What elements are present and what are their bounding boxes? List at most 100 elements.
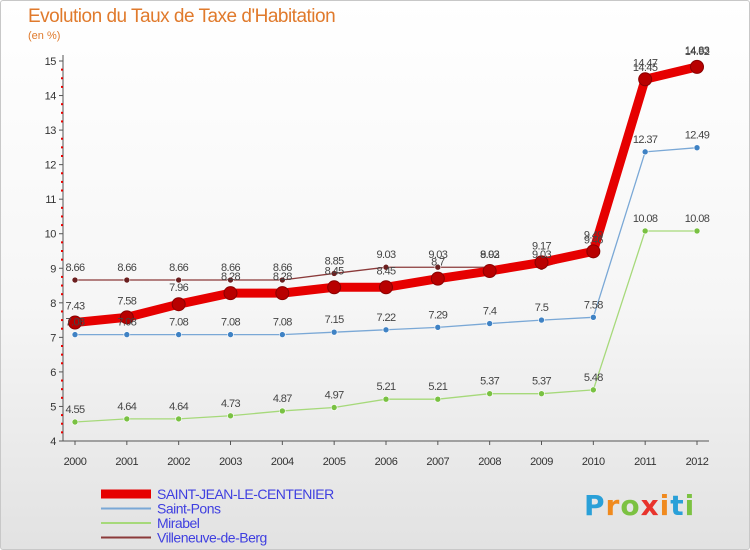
data-point-0 (430, 271, 445, 286)
data-label: 8.66 (169, 262, 188, 274)
x-tick-label: 2003 (219, 456, 242, 468)
data-point-0 (690, 59, 704, 74)
data-label: 8.92 (480, 249, 499, 261)
data-point-1 (279, 331, 286, 338)
y-minor-tick (61, 362, 63, 365)
data-point-3 (123, 276, 131, 284)
x-tick-label: 2006 (375, 456, 398, 468)
x-tick-label: 2008 (478, 456, 501, 468)
data-label: 9.49 (584, 229, 603, 241)
data-point-1 (693, 144, 701, 152)
data-point-2 (382, 395, 390, 403)
data-label: 4.64 (169, 401, 188, 413)
x-tick-label: 2000 (64, 456, 87, 468)
y-minor-tick (61, 172, 63, 175)
y-minor-tick (61, 310, 63, 313)
data-label: 8.28 (273, 271, 292, 283)
data-label: 5.21 (428, 381, 447, 393)
x-tick-label: 2004 (271, 456, 294, 468)
data-label: 4.64 (117, 401, 136, 413)
y-minor-tick (61, 206, 63, 209)
y-minor-tick (61, 431, 63, 434)
data-point-2 (175, 415, 182, 423)
y-minor-tick (61, 137, 63, 140)
y-minor-tick (61, 293, 63, 296)
y-minor-tick (61, 103, 63, 106)
y-minor-tick (61, 77, 63, 80)
data-label: 14.45 (633, 62, 658, 74)
proxiti-logo: Proxiti (584, 489, 695, 522)
data-label: 12.49 (685, 130, 710, 142)
y-minor-tick (61, 146, 63, 149)
y-tick-label: 7 (50, 332, 56, 344)
y-tick-label: 10 (45, 229, 57, 241)
data-point-1 (538, 316, 545, 324)
data-point-3 (71, 276, 79, 284)
chart-title: Evolution du Taux de Taxe d'Habitation (28, 6, 336, 27)
data-label: 7.29 (428, 309, 447, 321)
y-tick-label: 9 (50, 263, 56, 275)
data-label: 5.37 (480, 376, 499, 388)
y-minor-tick (61, 120, 63, 123)
y-minor-tick (61, 189, 63, 192)
data-label: 10.08 (685, 213, 710, 225)
y-minor-tick (61, 345, 63, 347)
y-minor-tick (61, 250, 63, 252)
logo-letter: r (605, 489, 621, 522)
y-minor-tick (61, 327, 63, 330)
data-point-0 (171, 297, 186, 312)
data-label: 8.66 (65, 262, 84, 274)
data-label: 9.46 (584, 234, 603, 246)
x-tick-label: 2005 (323, 456, 346, 468)
y-minor-tick (61, 353, 63, 356)
y-tick-label: 13 (45, 125, 57, 137)
data-point-1 (123, 331, 131, 338)
data-point-1 (434, 324, 442, 331)
data-point-3 (175, 276, 182, 284)
data-point-0 (586, 244, 601, 259)
legend-label: Mirabel (157, 515, 200, 531)
data-point-0 (223, 286, 238, 301)
data-point-2 (538, 390, 545, 397)
data-label: 7.08 (65, 317, 84, 329)
data-label: 7.58 (584, 299, 603, 311)
logo-letter: o (620, 489, 641, 522)
data-label: 7.5 (535, 302, 549, 314)
data-point-2 (486, 390, 493, 397)
data-point-1 (227, 331, 234, 338)
y-minor-tick (61, 241, 63, 244)
data-label: 8.66 (221, 262, 240, 274)
data-label: 8.28 (221, 271, 240, 283)
x-tick-label: 2007 (426, 456, 449, 468)
data-point-0 (275, 286, 290, 301)
data-label: 9.03 (532, 249, 551, 261)
y-minor-tick (61, 319, 63, 322)
y-minor-tick (61, 155, 63, 157)
legend-label: SAINT-JEAN-LE-CENTENIER (157, 486, 334, 502)
y-tick-label: 4 (50, 436, 56, 448)
data-label: 9.17 (532, 240, 551, 252)
legend-label: Saint-Pons (157, 501, 221, 517)
data-label: 7.08 (273, 317, 292, 329)
data-label: 9.03 (376, 249, 395, 261)
data-label: 8.85 (325, 255, 344, 267)
logo-letter: P (584, 489, 606, 522)
y-minor-tick (61, 396, 63, 399)
y-minor-tick (61, 85, 63, 88)
y-minor-tick (61, 111, 63, 114)
data-label: 7.43 (65, 301, 84, 313)
x-tick-label: 2002 (167, 456, 190, 468)
data-point-2 (641, 227, 649, 235)
logo-letter: i (659, 489, 671, 522)
logo-letter: t (670, 489, 685, 522)
data-point-2 (330, 404, 338, 411)
data-point-1 (641, 148, 649, 156)
data-point-1 (330, 328, 338, 336)
y-tick-label: 6 (50, 367, 56, 379)
y-minor-tick (61, 284, 63, 287)
data-label: 14.83 (685, 45, 710, 57)
data-label: 8.7 (431, 257, 445, 269)
data-point-1 (71, 331, 79, 338)
data-point-2 (279, 407, 286, 415)
data-label: 8.45 (325, 265, 344, 277)
